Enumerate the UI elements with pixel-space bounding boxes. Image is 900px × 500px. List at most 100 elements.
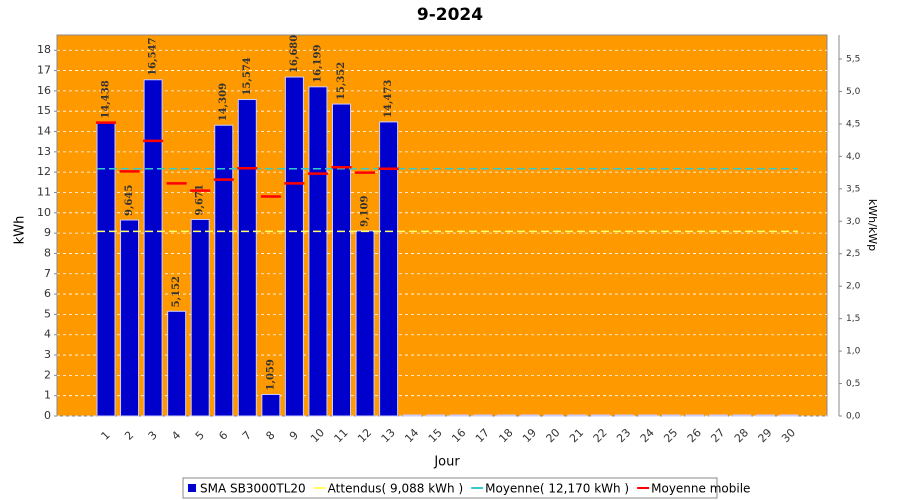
x-tick-label: 14 bbox=[402, 426, 421, 445]
x-tick-label: 26 bbox=[685, 426, 704, 445]
value-label: 14,438 bbox=[101, 80, 112, 118]
x-tick-label: 3 bbox=[146, 429, 160, 443]
y2-tick-label: 0,5 bbox=[846, 379, 860, 389]
y-tick-label: 0 bbox=[44, 409, 51, 422]
value-label: 9,645 bbox=[124, 185, 135, 216]
y-tick-label: 16 bbox=[37, 84, 51, 97]
x-tick-label: 28 bbox=[732, 426, 751, 445]
bar bbox=[284, 76, 304, 417]
value-label: 15,352 bbox=[336, 62, 347, 100]
x-tick-label: 8 bbox=[263, 429, 277, 443]
y2-tick-label: 2,5 bbox=[846, 249, 860, 259]
bar bbox=[567, 414, 587, 417]
legend-label: Moyenne mobile bbox=[651, 482, 750, 496]
bar bbox=[426, 414, 446, 417]
value-label: 9,109 bbox=[360, 196, 371, 227]
y2-tick-label: 3,5 bbox=[846, 184, 860, 194]
bar bbox=[732, 414, 752, 417]
y2-tick-label: 4,5 bbox=[846, 119, 860, 129]
x-tick-label: 12 bbox=[355, 426, 374, 445]
x-tick-label: 25 bbox=[661, 426, 680, 445]
bar bbox=[167, 310, 187, 417]
value-label: 14,309 bbox=[218, 83, 229, 121]
y-tick-label: 1 bbox=[44, 389, 51, 402]
value-label: 9,671 bbox=[195, 184, 206, 215]
y2-tick-label: 1,5 bbox=[846, 314, 860, 324]
x-tick-label: 24 bbox=[638, 426, 657, 445]
bar bbox=[543, 414, 563, 417]
value-label: 14,473 bbox=[383, 80, 394, 118]
bar bbox=[332, 103, 351, 417]
bar bbox=[496, 414, 516, 417]
bar bbox=[214, 124, 234, 417]
bar bbox=[661, 414, 681, 417]
y-tick-label: 9 bbox=[44, 226, 51, 239]
legend bbox=[182, 477, 718, 499]
bar bbox=[120, 219, 140, 417]
y-tick-label: 12 bbox=[37, 165, 51, 178]
x-tick-label: 13 bbox=[379, 426, 398, 445]
bar bbox=[614, 414, 634, 417]
value-label: 15,574 bbox=[242, 57, 253, 95]
chart-title: 9-2024 bbox=[417, 5, 483, 25]
x-tick-label: 18 bbox=[496, 426, 515, 445]
bar bbox=[355, 230, 375, 417]
x-tick-label: 27 bbox=[708, 426, 727, 445]
x-tick-label: 29 bbox=[756, 426, 775, 445]
bar bbox=[685, 414, 705, 417]
y2-tick-label: 5,5 bbox=[846, 55, 860, 65]
x-tick-label: 9 bbox=[287, 429, 301, 443]
bar bbox=[96, 122, 116, 417]
value-label: 16,680 bbox=[289, 35, 300, 73]
bar bbox=[449, 414, 469, 417]
bar bbox=[638, 414, 658, 417]
x-tick-label: 2 bbox=[122, 429, 136, 443]
y-tick-label: 6 bbox=[44, 287, 51, 300]
value-label: 5,152 bbox=[171, 276, 182, 307]
y-tick-label: 8 bbox=[44, 246, 51, 259]
y-tick-label: 7 bbox=[44, 267, 51, 280]
y2-tick-label: 2,0 bbox=[846, 282, 861, 292]
bar bbox=[402, 414, 422, 417]
y2-tick-label: 3,0 bbox=[846, 217, 861, 227]
y-tick-label: 2 bbox=[44, 368, 51, 381]
y-tick-label: 17 bbox=[37, 64, 51, 77]
y2-tick-label: 5,0 bbox=[846, 87, 861, 97]
bar bbox=[520, 414, 540, 417]
x-tick-label: 15 bbox=[426, 426, 445, 445]
x-tick-label: 20 bbox=[544, 426, 563, 445]
bar bbox=[308, 86, 328, 417]
x-tick-label: 4 bbox=[169, 429, 183, 443]
x-tick-label: 23 bbox=[614, 426, 633, 445]
bar bbox=[708, 414, 728, 417]
legend-label: SMA SB3000TL20 bbox=[200, 482, 306, 496]
y-tick-label: 3 bbox=[44, 348, 51, 361]
y2-tick-label: 4,0 bbox=[846, 152, 861, 162]
y-tick-label: 10 bbox=[37, 206, 51, 219]
bar bbox=[473, 414, 493, 417]
bar bbox=[143, 79, 163, 417]
y2-tick-label: 0,0 bbox=[846, 412, 861, 422]
y2-axis-label: kWh/kWp bbox=[866, 199, 879, 251]
bar bbox=[379, 121, 399, 417]
x-tick-label: 30 bbox=[779, 426, 798, 445]
bar bbox=[190, 218, 210, 417]
x-tick-label: 21 bbox=[567, 426, 586, 445]
bar bbox=[755, 414, 775, 417]
y-tick-label: 15 bbox=[37, 104, 51, 117]
x-tick-label: 19 bbox=[520, 426, 539, 445]
y-axis-label: kWh bbox=[13, 216, 28, 245]
x-tick-label: 6 bbox=[216, 429, 230, 443]
value-label: 16,547 bbox=[148, 37, 159, 75]
legend-label: Attendus( 9,088 kWh ) bbox=[328, 482, 463, 496]
bar bbox=[261, 393, 281, 417]
x-tick-label: 10 bbox=[308, 426, 327, 445]
y-tick-label: 13 bbox=[37, 145, 51, 158]
x-tick-label: 17 bbox=[473, 426, 492, 445]
x-tick-label: 7 bbox=[240, 429, 254, 443]
bar bbox=[237, 99, 257, 417]
y2-tick-label: 1,0 bbox=[846, 347, 861, 357]
y-tick-label: 18 bbox=[37, 43, 51, 56]
x-tick-label: 22 bbox=[591, 426, 610, 445]
